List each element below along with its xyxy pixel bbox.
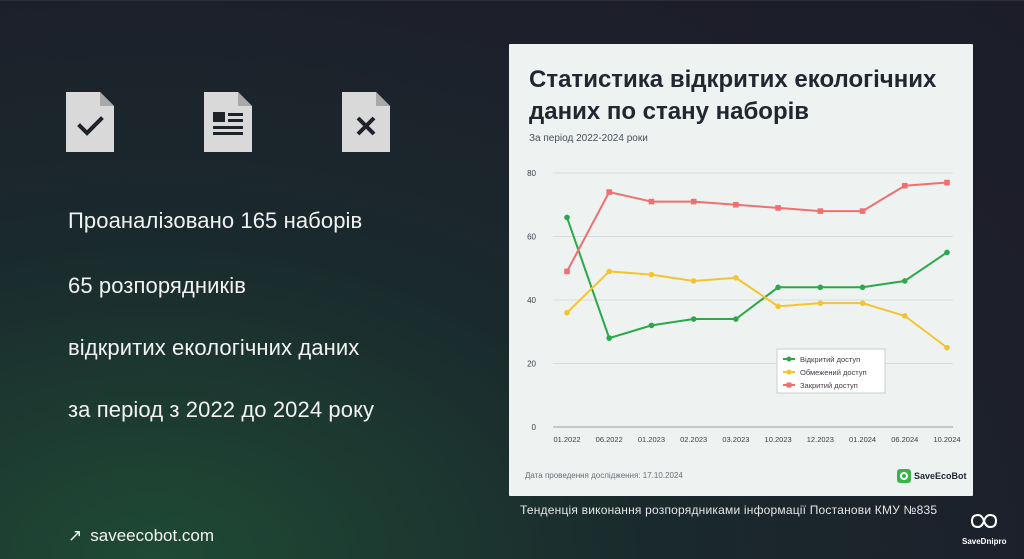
legend-swatch-marker xyxy=(786,369,792,375)
data-point xyxy=(648,198,655,205)
saveecobot-logo-text: SaveEcoBot xyxy=(914,471,967,481)
x-tick-label: 01.2022 xyxy=(553,435,580,444)
data-point xyxy=(901,182,908,189)
x-tick-label: 02.2023 xyxy=(680,435,707,444)
x-tick-label: 10.2024 xyxy=(933,435,960,444)
top-border xyxy=(0,0,1024,1)
site-link-text[interactable]: saveecobot.com xyxy=(90,526,215,545)
y-tick-label: 20 xyxy=(527,360,536,369)
summary-line-managers: 65 розпорядників xyxy=(68,273,247,298)
data-point xyxy=(690,316,697,322)
data-point xyxy=(690,278,697,284)
data-point xyxy=(944,179,950,186)
line-chart: 0 20 40 60 80 01.2022 06.2022 01.2023 02.2023 03.… xyxy=(527,169,960,444)
y-tick-label: 60 xyxy=(527,233,536,242)
series-line-0 xyxy=(566,217,948,340)
data-point xyxy=(817,284,824,291)
data-point xyxy=(564,309,570,316)
icon-row xyxy=(66,92,396,154)
chart-caption: Тенденція виконання розпорядниками інфор… xyxy=(520,503,938,517)
site-link[interactable]: ↗ saveecobot.com xyxy=(68,526,214,546)
data-point xyxy=(775,205,781,211)
y-tick-label: 0 xyxy=(532,423,537,432)
data-point xyxy=(564,268,570,275)
y-tick-label: 40 xyxy=(527,296,536,305)
document-text-icon xyxy=(204,92,252,152)
data-point xyxy=(859,208,866,214)
savednipro-logo-icon xyxy=(970,513,998,529)
savednipro-brand: SaveDnipro xyxy=(962,512,1006,552)
data-point xyxy=(817,208,824,214)
data-point xyxy=(606,189,613,195)
document-check-icon xyxy=(66,92,114,152)
data-point xyxy=(901,313,908,319)
x-tick-label: 01.2024 xyxy=(849,435,876,444)
x-tick-label: 06.2024 xyxy=(891,435,918,444)
data-point xyxy=(564,214,570,221)
data-point xyxy=(944,344,950,351)
x-tick-label: 06.2022 xyxy=(596,435,623,444)
summary-line-period: за період з 2022 до 2024 року xyxy=(68,397,375,422)
data-point xyxy=(817,300,824,306)
chart-subtitle: За період 2022-2024 роки xyxy=(529,133,648,144)
series-line-2 xyxy=(566,181,948,272)
arrow-up-right-icon: ↗ xyxy=(68,526,83,545)
chart-title-line-1: Статистика відкритих екологічних xyxy=(529,66,937,93)
summary-line-open-data: відкритих екологічних даних xyxy=(68,335,360,360)
legend-label: Відкритий доступ xyxy=(800,355,860,364)
data-point xyxy=(733,274,739,281)
savednipro-brand-name: SaveDnipro xyxy=(962,537,1007,546)
legend-swatch-marker xyxy=(786,382,792,388)
data-point xyxy=(733,201,739,208)
data-point xyxy=(648,322,655,329)
data-point xyxy=(606,335,613,341)
saveecobot-logo: SaveEcoBot xyxy=(897,468,967,484)
legend-swatch-marker xyxy=(786,356,792,362)
data-point xyxy=(901,278,908,284)
chart-card: Статистика відкритих екологічних даних п… xyxy=(509,44,973,496)
chart-title-line-2: даних по стану наборів xyxy=(529,98,810,125)
data-point xyxy=(690,198,697,205)
data-point xyxy=(859,300,866,306)
document-cross-icon xyxy=(342,92,390,152)
saveecobot-logo-icon xyxy=(897,469,911,483)
data-point xyxy=(733,316,739,322)
x-tick-label: 01.2023 xyxy=(638,435,665,444)
x-tick-label: 12.2023 xyxy=(807,435,834,444)
data-point xyxy=(648,271,655,278)
legend-label: Обмежений доступ xyxy=(800,368,867,377)
chart-title: Статистика відкритих екологічних даних п… xyxy=(529,64,959,128)
summary-line-datasets: Проаналізовано 165 наборів xyxy=(68,208,363,233)
y-tick-label: 80 xyxy=(527,169,536,178)
data-point xyxy=(606,268,613,275)
x-tick-label: 03.2023 xyxy=(722,435,749,444)
legend-label: Закритий доступ xyxy=(800,381,858,390)
x-tick-label: 10.2023 xyxy=(765,435,792,444)
study-date: Дата проведення дослідження: 17.10.2024 xyxy=(525,471,683,480)
data-point xyxy=(859,284,866,291)
data-point xyxy=(775,284,781,291)
data-point xyxy=(944,249,950,256)
data-point xyxy=(775,303,781,310)
series-line-1 xyxy=(566,270,948,349)
